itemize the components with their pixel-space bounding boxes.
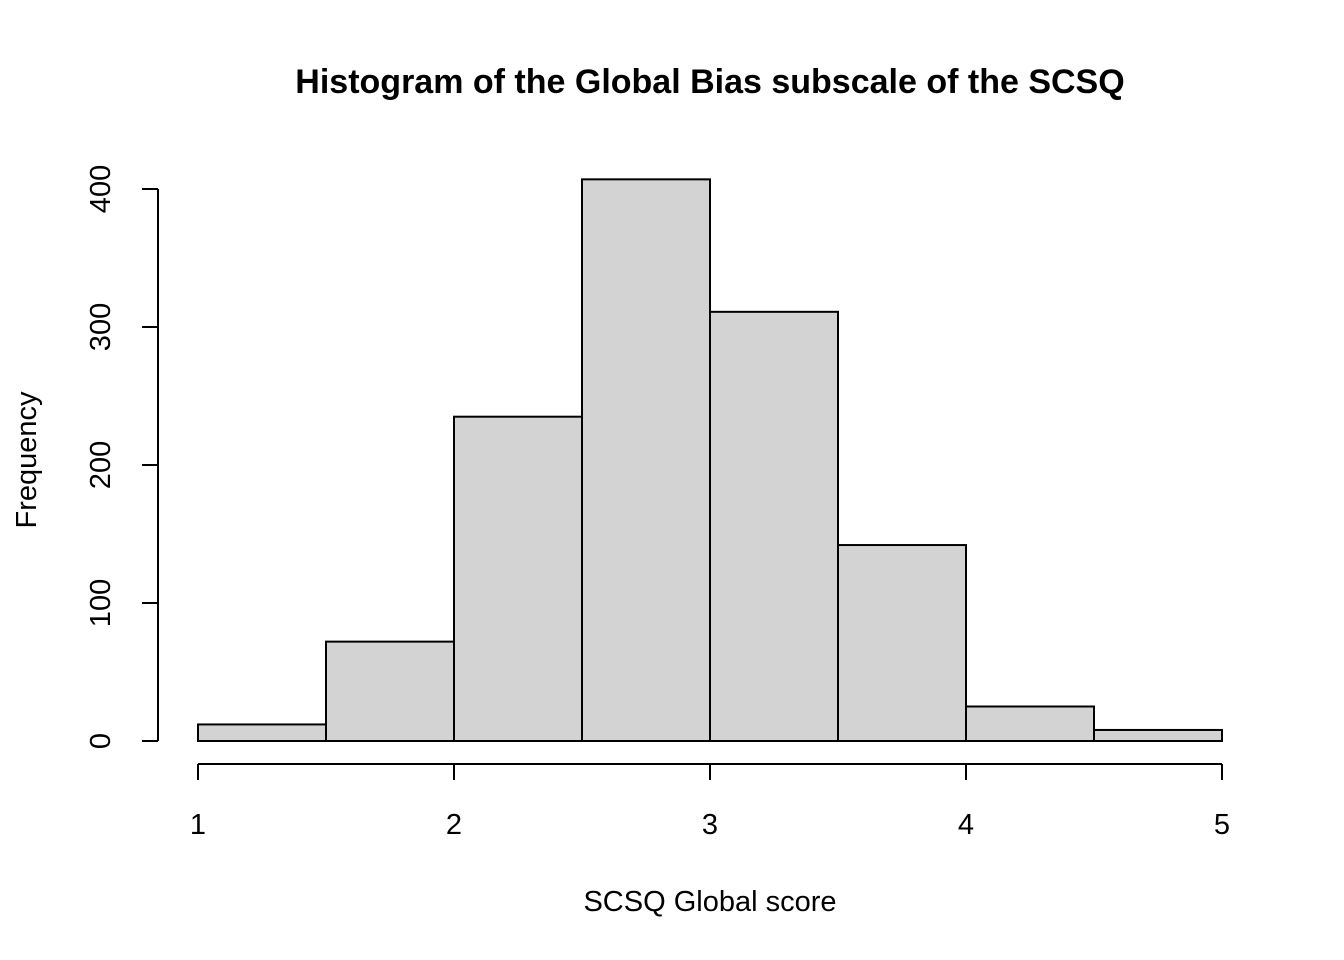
- y-tick-label: 0: [85, 733, 117, 749]
- histogram-bar-5: [709, 310, 839, 742]
- y-axis: 0 100 200 300 400: [85, 165, 159, 749]
- y-tick-label: 300: [85, 303, 117, 351]
- x-axis-label: SCSQ Global score: [583, 886, 836, 918]
- y-tick-label: 100: [85, 579, 117, 627]
- x-tick-label: 1: [190, 809, 206, 841]
- x-tick-label: 2: [446, 809, 462, 841]
- histogram-bar-1: [197, 723, 327, 743]
- histogram-bar-2: [325, 640, 455, 743]
- x-tick-label: 5: [1214, 809, 1230, 841]
- x-axis: 1 2 3 4 5: [190, 763, 1230, 841]
- x-tick-label: 3: [702, 809, 718, 841]
- histogram-bar-3: [453, 415, 583, 742]
- y-tick-label: 400: [85, 165, 117, 213]
- y-axis-label: Frequency: [11, 391, 43, 529]
- bars-group: [197, 178, 1223, 743]
- histogram-bar-8: [1093, 728, 1223, 743]
- histogram-bar-4: [581, 178, 711, 742]
- histogram-bar-7: [965, 705, 1095, 742]
- x-tick-label: 4: [958, 809, 974, 841]
- histogram-bar-6: [837, 544, 967, 742]
- chart-title: Histogram of the Global Bias subscale of…: [295, 63, 1124, 101]
- y-tick-label: 200: [85, 441, 117, 489]
